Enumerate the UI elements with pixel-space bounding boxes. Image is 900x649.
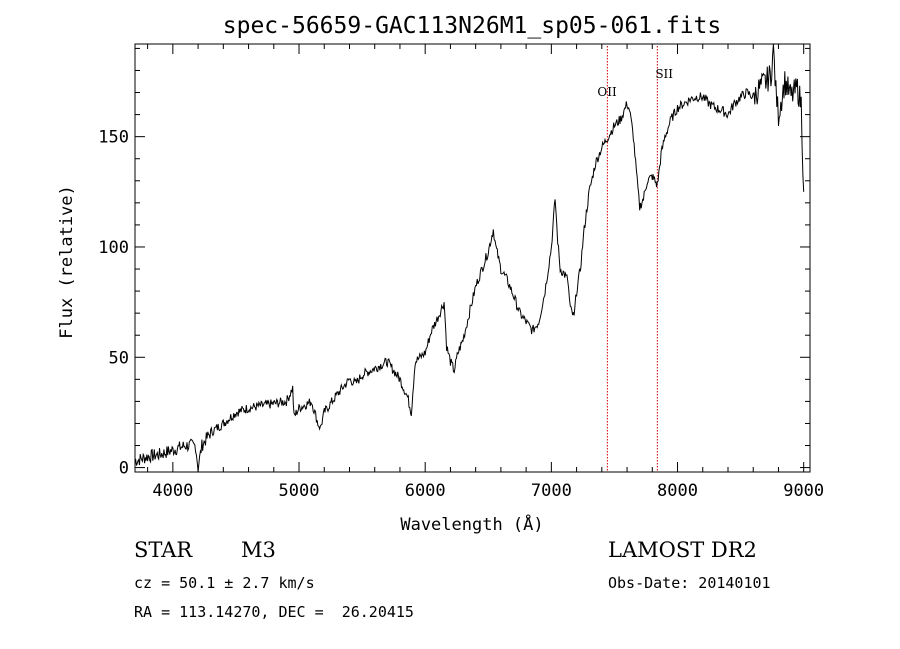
x-tick-label: 6000 (405, 481, 446, 501)
observation-date: Obs-Date: 20140101 (608, 574, 771, 592)
object-class: STAR (134, 538, 193, 562)
x-tick-label: 8000 (657, 481, 698, 501)
y-tick-label: 150 (98, 128, 129, 148)
emission-line-label-sii: SII (655, 67, 673, 81)
plot-frame (134, 43, 811, 473)
plot-lines-layer: OII SII (134, 43, 805, 472)
x-tick-label: 9000 (783, 481, 824, 501)
plot-border (134, 43, 811, 473)
x-tick-label: 4000 (152, 481, 193, 501)
y-tick-label: 0 (119, 459, 129, 479)
ra-dec-coordinates: RA = 113.14270, DEC = 26.20415 (134, 603, 414, 621)
axis-tick-labels: 4000 5000 6000 7000 8000 9000 0 50 100 150 (98, 128, 824, 501)
x-tick-label: 5000 (279, 481, 320, 501)
object-subclass: M3 (241, 538, 276, 562)
y-tick-label: 100 (98, 238, 129, 258)
emission-line-label-oii: OII (597, 85, 617, 99)
spectrum-flux-line (134, 43, 805, 472)
y-axis-label: Flux (relative) (57, 185, 77, 339)
chart-title: spec-56659-GAC113N26M1_sp05-061.fits (223, 13, 722, 39)
y-tick-label: 50 (109, 348, 129, 368)
x-axis-label: Wavelength (Å) (400, 513, 543, 535)
survey-name: LAMOST DR2 (608, 538, 757, 562)
axis-ticks (135, 44, 810, 472)
redshift-cz: cz = 50.1 ± 2.7 km/s (134, 574, 315, 592)
x-tick-label: 7000 (531, 481, 572, 501)
